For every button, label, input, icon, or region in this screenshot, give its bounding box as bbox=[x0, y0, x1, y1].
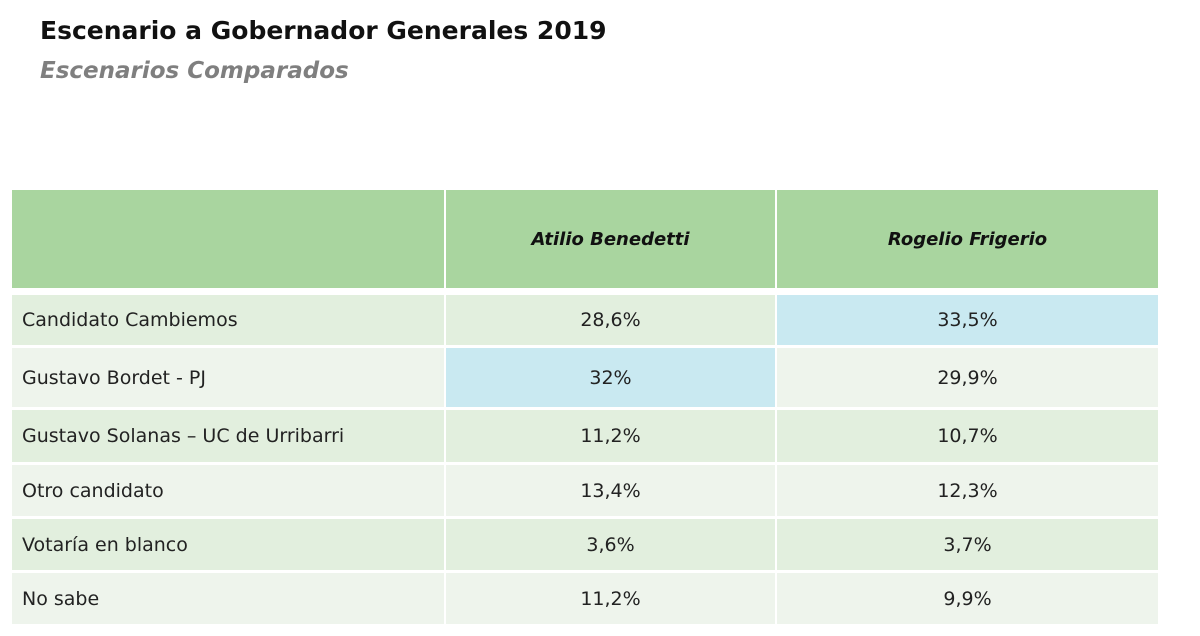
column-header: Rogelio Frigerio bbox=[777, 190, 1158, 288]
row-label: No sabe bbox=[12, 573, 444, 624]
column-header: Atilio Benedetti bbox=[446, 190, 775, 288]
cell: 33,5% bbox=[777, 295, 1158, 345]
row-label: Votaría en blanco bbox=[12, 519, 444, 570]
cell: 32% bbox=[446, 348, 775, 407]
row-label: Gustavo Bordet - PJ bbox=[12, 348, 444, 407]
header-cell bbox=[12, 190, 444, 288]
cell: 10,7% bbox=[777, 410, 1158, 462]
row-label: Otro candidato bbox=[12, 465, 444, 516]
cell: 13,4% bbox=[446, 465, 775, 516]
subtitle: Escenarios Comparados bbox=[40, 58, 349, 84]
cell: 12,3% bbox=[777, 465, 1158, 516]
title: Escenario a Gobernador Generales 2019 bbox=[40, 16, 607, 45]
row-label: Gustavo Solanas – UC de Urribarri bbox=[12, 410, 444, 462]
cell: 11,2% bbox=[446, 410, 775, 462]
cell: 28,6% bbox=[446, 295, 775, 345]
cell: 29,9% bbox=[777, 348, 1158, 407]
cell: 9,9% bbox=[777, 573, 1158, 624]
cell: 3,7% bbox=[777, 519, 1158, 570]
cell: 11,2% bbox=[446, 573, 775, 624]
row-label: Candidato Cambiemos bbox=[12, 295, 444, 345]
cell: 3,6% bbox=[446, 519, 775, 570]
